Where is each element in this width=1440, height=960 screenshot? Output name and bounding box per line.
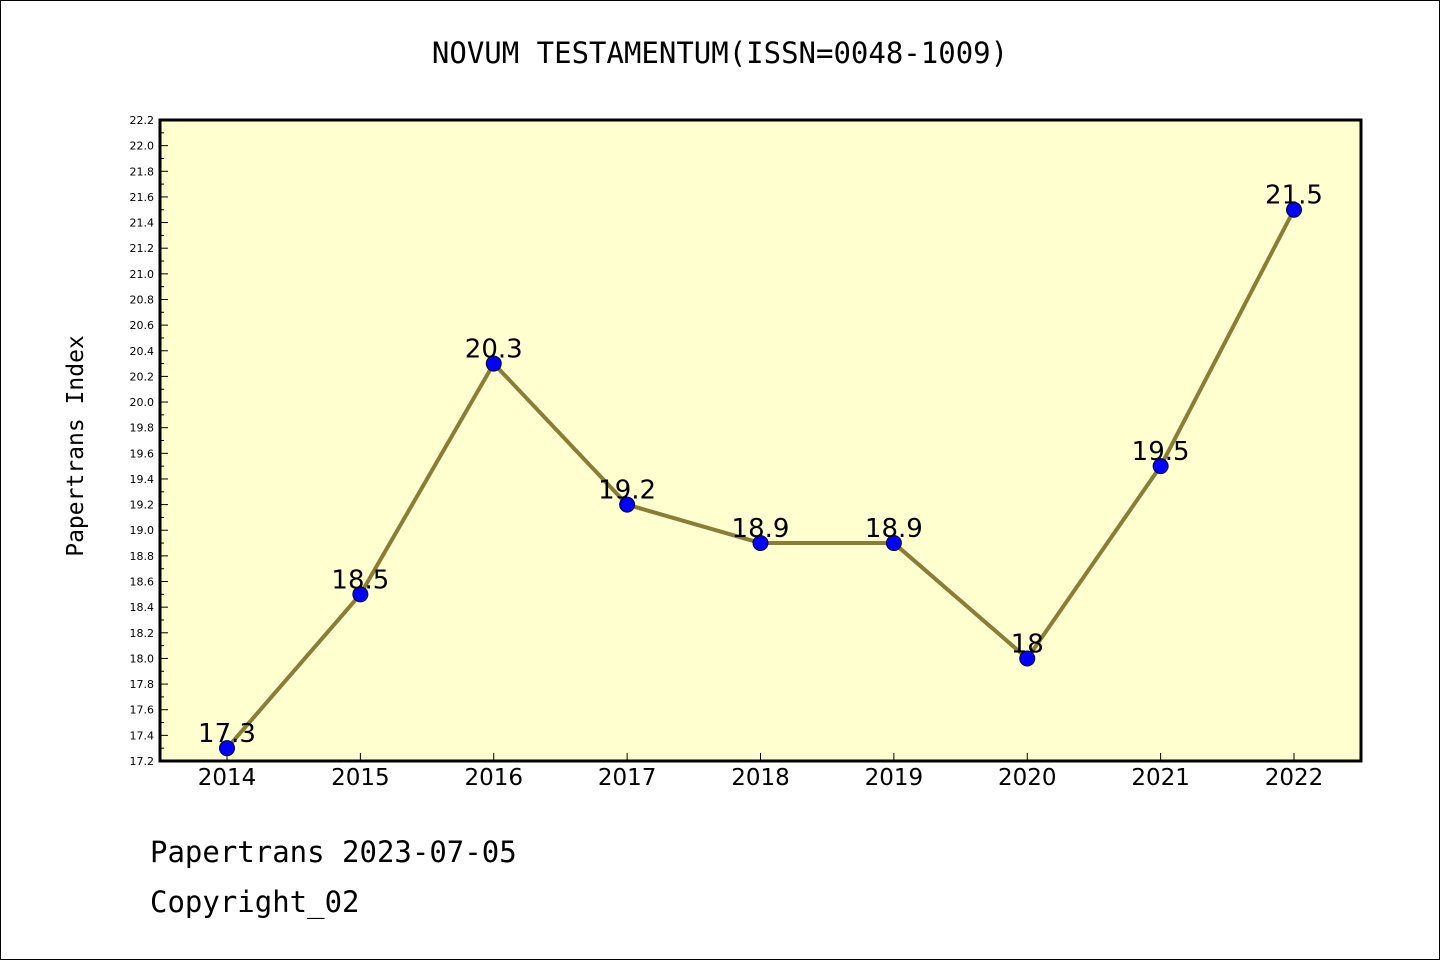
y-tick-label: 21.0 [130,268,155,281]
x-tick-label: 2020 [998,765,1057,791]
y-tick-label: 21.4 [130,217,155,230]
data-point [352,586,369,603]
chart-title: NOVUM TESTAMENTUM(ISSN=0048-1009) [431,36,1009,70]
y-tick-label: 20.8 [130,293,155,306]
y-tick-label: 17.2 [130,755,155,768]
data-point [219,740,235,757]
plot-area [160,120,1361,761]
data-labels: 17.3 18.5 20.3 19.2 18.9 18.9 18 19.5 21.5 [198,181,1323,749]
y-tick-label: 18.2 [130,627,155,640]
y-tick-label: 20.2 [130,370,155,383]
data-markers [219,201,1302,757]
data-point [619,496,636,513]
y-tick-label: 22.2 [130,114,155,127]
data-point [1286,201,1302,218]
y-tick-label: 17.4 [130,729,155,742]
y-tick-label: 20.6 [130,319,155,332]
data-label: 18.9 [732,514,790,544]
y-tick-label: 21.6 [130,191,155,204]
y-axis-ticks: 17.2 17.4 17.6 17.8 18.0 18.2 18.4 18.6 18.8 19.0… [130,114,168,768]
y-tick-label: 21.8 [130,165,155,178]
y-tick-label: 22.0 [130,140,155,153]
data-label: 20.3 [465,335,523,365]
data-point [752,535,769,552]
x-tick-label: 2017 [598,765,657,791]
y-tick-label: 19.6 [130,447,155,460]
plot-border [158,118,1363,763]
y-tick-label: 17.6 [130,704,155,717]
data-label: 21.5 [1265,181,1323,211]
data-label: 18.5 [331,565,389,595]
data-label: 19.5 [1132,437,1190,467]
data-point [485,355,502,372]
y-tick-label: 18.0 [130,652,155,665]
x-tick-label: 2022 [1265,765,1324,791]
x-tick-label: 2019 [865,765,924,791]
y-tick-label: 17.8 [130,678,155,691]
y-tick-label: 19.4 [130,473,155,486]
data-label: 17.3 [198,719,256,749]
data-point [1152,458,1169,475]
y-tick-label: 19.8 [130,422,155,435]
x-tick-label: 2014 [198,765,257,791]
x-tick-label: 2015 [331,765,390,791]
y-tick-label: 19.0 [130,524,155,537]
x-tick-label: 2021 [1131,765,1190,791]
y-tick-label: 18.8 [130,550,155,563]
data-label: 18.9 [865,514,923,544]
data-label: 19.2 [598,476,656,506]
data-point [1019,650,1036,667]
data-label: 18 [1011,629,1044,659]
x-tick-label: 2018 [731,765,790,791]
y-tick-label: 19.2 [130,499,155,512]
data-point [885,535,902,552]
footer-copyright: Copyright_02 [150,885,360,919]
y-tick-label: 20.4 [130,345,155,358]
footer-date: Papertrans 2023-07-05 [150,835,517,869]
y-tick-label: 20.0 [130,396,155,409]
x-tick-label: 2016 [464,765,523,791]
y-tick-label: 21.2 [130,242,155,255]
y-tick-label: 18.4 [130,601,155,614]
x-axis-ticks: 2014 2015 2016 2017 2018 2019 2020 2021 2022 [198,753,1324,791]
y-tick-label: 18.6 [130,576,155,589]
